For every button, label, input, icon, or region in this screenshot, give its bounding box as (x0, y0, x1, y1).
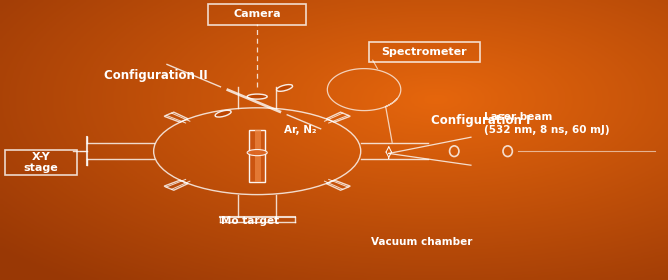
Text: Ar, N₂: Ar, N₂ (284, 125, 317, 135)
Bar (255, 130, 261, 182)
Ellipse shape (277, 85, 293, 91)
Text: Vacuum chamber: Vacuum chamber (371, 237, 472, 247)
Ellipse shape (247, 150, 267, 156)
Text: Camera: Camera (233, 9, 281, 19)
Text: Spectrometer: Spectrometer (381, 47, 468, 57)
Text: Configuration II: Configuration II (104, 69, 207, 82)
Text: Mo target: Mo target (221, 216, 280, 226)
Ellipse shape (215, 110, 231, 117)
Bar (249, 130, 265, 182)
Text: Configuration I: Configuration I (431, 114, 530, 127)
Ellipse shape (247, 94, 267, 99)
Text: Laser beam
(532 nm, 8 ns, 60 mJ): Laser beam (532 nm, 8 ns, 60 mJ) (484, 112, 610, 135)
Text: X-Y
stage: X-Y stage (23, 152, 58, 174)
